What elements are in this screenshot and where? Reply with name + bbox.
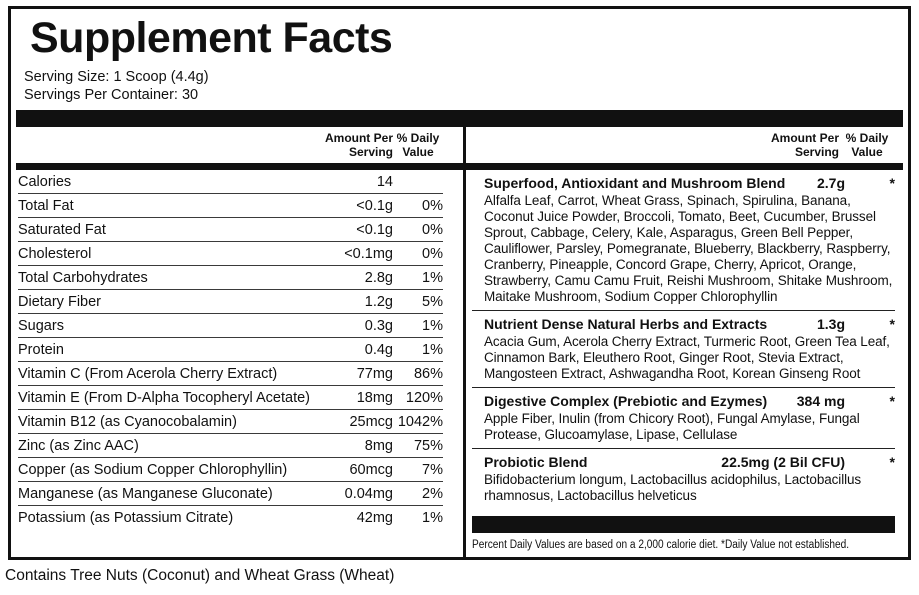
blend-herbs-extracts: Nutrient Dense Natural Herbs and Extract… <box>472 310 895 387</box>
blend-ingredients: Bifidobacterium longum, Lactobacillus ac… <box>484 472 862 503</box>
allergen-statement: Contains Tree Nuts (Coconut) and Wheat G… <box>5 567 395 584</box>
nutrient-row-vitamin-e: Vitamin E (From D-Alpha Tocopheryl Aceta… <box>18 386 443 410</box>
nutrient-row-manganese: Manganese (as Manganese Gluconate) 0.04m… <box>18 482 443 506</box>
column-header-row: Amount Per Serving % Daily Value Amount … <box>16 127 903 163</box>
blend-header: Digestive Complex (Prebiotic and Ezymes)… <box>484 393 895 409</box>
amount-per-serving-header: Amount Per Serving <box>770 131 839 159</box>
servings-per-container: Servings Per Container: 30 <box>24 86 199 103</box>
daily-value-asterisk: * <box>889 393 895 409</box>
content-columns: Calories 14 Total Fat <0.1g 0% Saturated… <box>16 170 903 557</box>
blends-column: Superfood, Antioxidant and Mushroom Blen… <box>463 170 903 557</box>
nutrient-row-total-carbohydrates: Total Carbohydrates 2.8g 1% <box>18 266 443 290</box>
daily-value-header: % Daily Value <box>396 131 440 159</box>
daily-value-footnote: Percent Daily Values are based on a 2,00… <box>472 539 850 551</box>
nutrient-row-sugars: Sugars 0.3g 1% <box>18 314 443 338</box>
serving-info: Serving Size: 1 Scoop (4.4g) Servings Pe… <box>24 69 903 104</box>
footer-divider-bar <box>472 516 895 533</box>
blend-probiotic: Probiotic Blend 22.5mg (2 Bil CFU) * Bif… <box>472 448 895 509</box>
blend-ingredients: Apple Fiber, Inulin (from Chicory Root),… <box>484 411 860 442</box>
panel-title: Supplement Facts <box>30 14 393 62</box>
blend-ingredients: Alfalfa Leaf, Carrot, Wheat Grass, Spina… <box>484 193 893 304</box>
nutrient-row-dietary-fiber: Dietary Fiber 1.2g 5% <box>18 290 443 314</box>
right-column-header: Amount Per Serving % Daily Value <box>463 127 903 163</box>
nutrient-row-vitamin-b12: Vitamin B12 (as Cyanocobalamin) 25mcg 10… <box>18 410 443 434</box>
blend-header: Superfood, Antioxidant and Mushroom Blen… <box>484 175 895 191</box>
nutrient-row-calories: Calories 14 <box>18 170 443 194</box>
blend-superfood: Superfood, Antioxidant and Mushroom Blen… <box>472 170 895 310</box>
nutrient-row-total-fat: Total Fat <0.1g 0% <box>18 194 443 218</box>
nutrients-column: Calories 14 Total Fat <0.1g 0% Saturated… <box>16 170 463 557</box>
nutrient-row-copper: Copper (as Sodium Copper Chlorophyllin) … <box>18 458 443 482</box>
daily-value-header: % Daily Value <box>845 131 889 159</box>
header-divider-bar <box>16 163 903 170</box>
nutrient-row-cholesterol: Cholesterol <0.1mg 0% <box>18 242 443 266</box>
blend-header: Nutrient Dense Natural Herbs and Extract… <box>484 316 895 332</box>
daily-value-asterisk: * <box>889 175 895 191</box>
blend-header: Probiotic Blend 22.5mg (2 Bil CFU) * <box>484 454 895 470</box>
nutrient-row-zinc: Zinc (as Zinc AAC) 8mg 75% <box>18 434 443 458</box>
serving-size: Serving Size: 1 Scoop (4.4g) <box>24 69 209 85</box>
amount-per-serving-header: Amount Per Serving <box>324 131 393 159</box>
nutrient-row-saturated-fat: Saturated Fat <0.1g 0% <box>18 218 443 242</box>
nutrient-row-protein: Protein 0.4g 1% <box>18 338 443 362</box>
nutrient-row-potassium: Potassium (as Potassium Citrate) 42mg 1% <box>18 510 443 526</box>
nutrient-row-vitamin-c: Vitamin C (From Acerola Cherry Extract) … <box>18 362 443 386</box>
daily-value-asterisk: * <box>889 316 895 332</box>
blend-ingredients: Acacia Gum, Acerola Cherry Extract, Turm… <box>484 334 890 381</box>
daily-value-asterisk: * <box>889 454 895 470</box>
top-divider-bar <box>16 110 903 127</box>
right-column-footer: Percent Daily Values are based on a 2,00… <box>472 516 895 557</box>
supplement-facts-panel: Supplement Facts Serving Size: 1 Scoop (… <box>8 6 911 560</box>
blend-digestive-complex: Digestive Complex (Prebiotic and Ezymes)… <box>472 387 895 448</box>
left-column-header: Amount Per Serving % Daily Value <box>16 127 463 163</box>
